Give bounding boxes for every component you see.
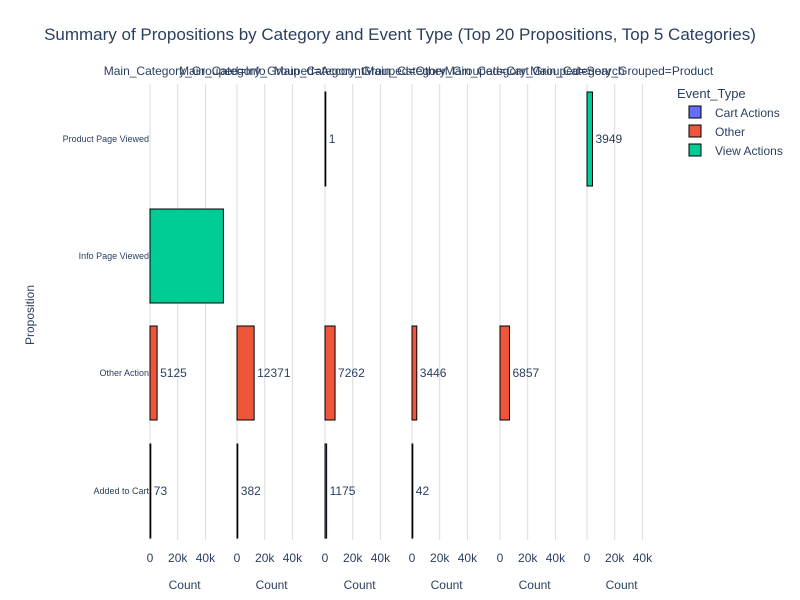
bar bbox=[236, 443, 239, 539]
bar bbox=[586, 91, 593, 187]
facet-label: Main_Category_Grouped=Product bbox=[530, 64, 714, 78]
facet-label: Main_Category_Grouped=Search bbox=[445, 64, 625, 78]
facet-2: 0 20k 40k Count Main_Category_Grouped=Other 1… bbox=[274, 64, 446, 592]
facet-4: 0 20k 40k Count Main_Category_Grouped=Search… bbox=[445, 64, 625, 592]
x-tick-label: 20k bbox=[343, 551, 363, 565]
x-tick-label: 20k bbox=[255, 551, 275, 565]
x-tick-label: 0 bbox=[584, 551, 591, 565]
y-tick-label: Info Page Viewed bbox=[79, 251, 149, 261]
x-tick-label: 40k bbox=[546, 551, 566, 565]
legend-swatch bbox=[688, 143, 702, 157]
x-tick-label: 40k bbox=[371, 551, 391, 565]
x-tick-label: 20k bbox=[605, 551, 625, 565]
x-axis-title: Count bbox=[344, 578, 377, 592]
x-tick-label: 0 bbox=[497, 551, 504, 565]
bar bbox=[499, 325, 510, 421]
x-tick-label: 40k bbox=[283, 551, 303, 565]
x-tick-label: 40k bbox=[458, 551, 478, 565]
facet-label: Main_Category_Grouped=Cart bbox=[364, 64, 529, 78]
y-tick-label: Added to Cart bbox=[93, 486, 149, 496]
x-axis-title: Count bbox=[519, 578, 552, 592]
facet-label: Main_Category_Grouped=Account bbox=[179, 64, 365, 78]
facet-3: 0 20k 40k Count Main_Category_Grouped=Cart 34… bbox=[364, 64, 529, 592]
legend-items: Cart Actions Other View Actions bbox=[688, 105, 783, 158]
x-tick-label: 0 bbox=[409, 551, 416, 565]
y-axis-title: Proposition bbox=[23, 285, 37, 345]
x-tick-label: 0 bbox=[234, 551, 241, 565]
x-tick-label: 20k bbox=[518, 551, 538, 565]
data-label: 5125 bbox=[160, 366, 187, 380]
x-axis-title: Count bbox=[431, 578, 464, 592]
legend-swatch bbox=[688, 105, 702, 119]
data-label: 3446 bbox=[420, 366, 447, 380]
data-label: 12371 bbox=[257, 366, 291, 380]
facet-label: Main_Category_Grouped=Info bbox=[104, 64, 266, 78]
bar bbox=[324, 91, 327, 187]
x-tick-label: 0 bbox=[147, 551, 154, 565]
facets: 0 20k 40k Count Main_Category_Grouped=Info 51… bbox=[63, 64, 714, 592]
x-tick-label: 40k bbox=[196, 551, 216, 565]
x-tick-label: 20k bbox=[168, 551, 188, 565]
bar bbox=[149, 443, 152, 539]
facet-0: 0 20k 40k Count Main_Category_Grouped=Info 51… bbox=[104, 64, 266, 592]
bar bbox=[324, 443, 328, 539]
chart-title: Summary of Propositions by Category and … bbox=[44, 25, 756, 44]
y-tick-label: Other Action bbox=[99, 368, 149, 378]
bar bbox=[149, 325, 158, 421]
facet-label: Main_Category_Grouped=Other bbox=[274, 64, 446, 78]
data-label: 382 bbox=[241, 484, 261, 498]
x-axis-title: Count bbox=[256, 578, 289, 592]
bar bbox=[149, 208, 224, 304]
data-label: 73 bbox=[154, 484, 168, 498]
x-tick-label: 20k bbox=[430, 551, 450, 565]
x-axis-title: Count bbox=[169, 578, 202, 592]
facet-1: 0 20k 40k Count Main_Category_Grouped=Accoun… bbox=[179, 64, 365, 592]
bar bbox=[236, 325, 255, 421]
legend-label: Other bbox=[715, 125, 745, 139]
legend-title: Event_Type bbox=[677, 86, 746, 101]
data-label: 1175 bbox=[330, 484, 356, 498]
legend-swatch bbox=[688, 124, 702, 138]
bar bbox=[324, 325, 336, 421]
data-label: 42 bbox=[416, 484, 430, 498]
facet-5: 0 20k 40k Count Main_Category_Grouped=Produc… bbox=[530, 64, 714, 592]
data-label: 7262 bbox=[338, 366, 365, 380]
x-axis-title: Count bbox=[606, 578, 639, 592]
data-label: 1 bbox=[329, 132, 336, 146]
legend-label: View Actions bbox=[715, 144, 783, 158]
data-label: 6857 bbox=[512, 366, 539, 380]
legend-label: Cart Actions bbox=[715, 106, 780, 120]
x-tick-label: 0 bbox=[322, 551, 329, 565]
bar bbox=[411, 325, 418, 421]
legend: Event_Type Cart Actions Other View Actions bbox=[677, 86, 783, 158]
data-label: 3949 bbox=[595, 132, 622, 146]
bar bbox=[411, 443, 414, 539]
y-tick-label: Product Page Viewed bbox=[63, 134, 149, 144]
x-tick-label: 40k bbox=[633, 551, 653, 565]
